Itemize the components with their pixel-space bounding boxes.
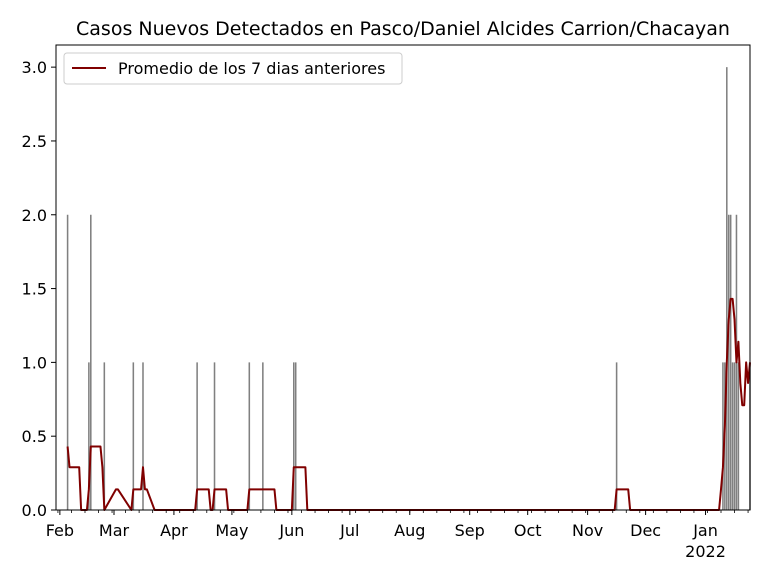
legend-box (63, 52, 403, 85)
series-line-promedio (66, 297, 751, 511)
line-layer (66, 297, 751, 511)
bar (213, 362, 216, 510)
bar (615, 362, 618, 510)
x-tick-label: Mar (99, 521, 130, 540)
bar (262, 362, 264, 510)
bar (248, 362, 251, 510)
x-tick-label: Feb (46, 521, 74, 540)
x-tick-label: Jan (692, 521, 718, 540)
x-tick-label: Dec (630, 521, 661, 540)
y-tick-label: 0.0 (22, 501, 47, 520)
y-tick-label: 2.0 (22, 206, 47, 225)
bar (722, 362, 724, 510)
y-tick-label: 1.5 (22, 280, 47, 299)
bar (90, 214, 92, 510)
legend: Promedio de los 7 dias anteriores (63, 52, 403, 85)
y-tick-label: 1.0 (22, 353, 47, 372)
y-tick-label: 3.0 (22, 58, 47, 77)
bar (66, 214, 69, 510)
x-tick-label: Jun (278, 521, 304, 540)
x-tick-label: May (215, 521, 248, 540)
x-tick-label: Aug (394, 521, 425, 540)
bar (293, 362, 295, 510)
bar (196, 362, 198, 510)
bars-layer (66, 67, 751, 511)
y-tick-label: 2.5 (22, 132, 47, 151)
bar (727, 214, 730, 510)
x-tick-label: Nov (572, 521, 603, 540)
bar (733, 362, 736, 510)
x-tick-label: Oct (514, 521, 542, 540)
bar (294, 362, 297, 510)
chart-title: Casos Nuevos Detectados en Pasco/Daniel … (76, 18, 730, 40)
bar (726, 67, 728, 511)
x-tick-sublabel: 2022 (685, 542, 726, 561)
x-tick-label: Sep (455, 521, 485, 540)
bar (731, 362, 734, 510)
bar (88, 362, 90, 510)
bar (729, 214, 732, 510)
x-axis: Feb Mar Apr May Jun Jul Aug Sep Oct Nov Dec Jan 2022 (46, 510, 749, 561)
x-tick-label: Jul (339, 521, 359, 540)
plot-frame (55, 44, 751, 511)
bar (737, 362, 740, 510)
bar (132, 362, 135, 510)
bar (142, 362, 144, 510)
bar (103, 362, 106, 510)
x-tick-label: Apr (160, 521, 188, 540)
y-axis: 0.0 0.5 1.0 1.5 2.0 2.5 3.0 (22, 58, 56, 520)
y-tick-label: 0.5 (22, 427, 47, 446)
legend-label: Promedio de los 7 dias anteriores (118, 59, 385, 78)
